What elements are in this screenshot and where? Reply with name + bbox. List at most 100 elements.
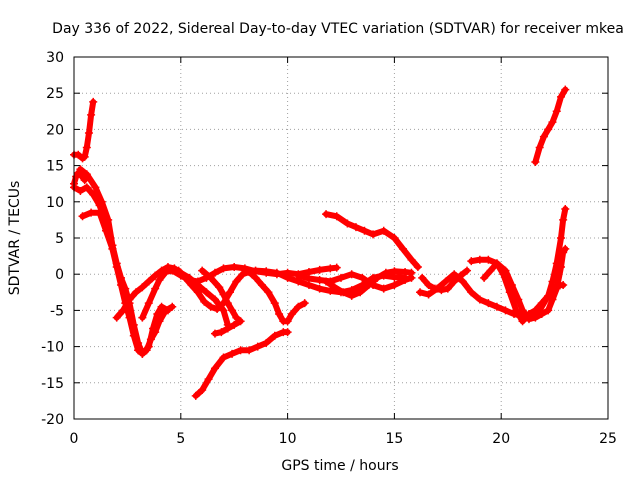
y-tick-label: 30 xyxy=(46,50,64,66)
data-point xyxy=(198,266,207,275)
data-point xyxy=(294,302,303,311)
data-point xyxy=(390,234,399,242)
data-point xyxy=(398,244,407,253)
y-tick-label: 25 xyxy=(46,86,64,102)
data-point xyxy=(283,273,292,282)
data-point xyxy=(112,262,121,271)
data-point xyxy=(475,295,484,304)
data-point xyxy=(138,313,147,322)
data-point xyxy=(270,331,279,340)
data-point xyxy=(552,284,561,293)
data-point xyxy=(492,302,501,311)
data-point xyxy=(322,210,331,219)
data-point xyxy=(251,266,260,275)
series-band xyxy=(71,98,97,162)
data-point xyxy=(112,313,121,322)
data-point xyxy=(204,375,213,384)
data-point xyxy=(484,255,493,264)
data-point xyxy=(369,230,378,239)
x-tick-label: 25 xyxy=(599,431,617,447)
data-point xyxy=(151,284,160,293)
data-point xyxy=(206,273,215,282)
data-point xyxy=(155,275,164,284)
chart-title: Day 336 of 2022, Sidereal Day-to-day VTE… xyxy=(52,21,624,37)
data-point xyxy=(210,295,219,304)
data-point xyxy=(322,277,331,286)
data-point xyxy=(450,277,459,286)
data-point xyxy=(443,284,452,293)
x-tick-label: 5 xyxy=(176,431,185,447)
data-point xyxy=(149,324,158,333)
series-arc18 xyxy=(480,205,570,326)
data-point xyxy=(210,364,219,373)
data-point xyxy=(463,266,472,275)
data-point xyxy=(413,262,422,271)
data-point xyxy=(401,275,410,284)
data-point xyxy=(332,263,341,272)
data-point xyxy=(253,342,262,351)
data-point xyxy=(236,317,245,326)
data-point xyxy=(202,288,211,297)
data-point xyxy=(537,299,546,308)
data-point xyxy=(373,273,382,282)
data-point xyxy=(505,288,514,297)
data-point xyxy=(161,268,170,277)
data-point xyxy=(531,306,540,315)
data-point xyxy=(272,268,281,277)
data-point xyxy=(360,226,369,235)
series-layer xyxy=(70,85,570,400)
data-point xyxy=(552,107,561,116)
data-point xyxy=(210,329,219,338)
data-point xyxy=(332,212,341,221)
data-point xyxy=(287,310,296,319)
data-point xyxy=(219,290,228,299)
data-point xyxy=(486,266,495,275)
data-point xyxy=(82,143,91,152)
data-point xyxy=(531,313,540,322)
data-point xyxy=(223,324,232,333)
data-point xyxy=(330,283,339,292)
data-point xyxy=(450,270,459,279)
data-point xyxy=(168,302,177,311)
data-point xyxy=(561,85,570,94)
data-point xyxy=(514,295,523,304)
data-point xyxy=(87,208,96,217)
data-point xyxy=(512,306,521,315)
data-point xyxy=(379,226,388,235)
series-arc9 xyxy=(191,328,292,400)
series-band xyxy=(323,211,421,270)
series-arc19 xyxy=(531,85,570,166)
data-point xyxy=(407,255,416,264)
data-point xyxy=(518,317,527,326)
data-point xyxy=(82,183,91,192)
data-point xyxy=(228,306,237,315)
data-point xyxy=(138,349,147,358)
data-point xyxy=(245,346,254,355)
x-tick-label: 15 xyxy=(385,431,403,447)
data-point xyxy=(219,306,228,315)
data-point xyxy=(153,310,162,319)
y-tick-label: 20 xyxy=(46,122,64,138)
data-point xyxy=(213,304,222,313)
data-point xyxy=(539,132,548,141)
data-point xyxy=(232,277,241,286)
data-point xyxy=(535,143,544,152)
data-point xyxy=(108,244,117,253)
data-point xyxy=(87,110,96,119)
data-point xyxy=(200,297,209,306)
data-point xyxy=(433,284,442,293)
data-point xyxy=(492,259,501,268)
data-point xyxy=(339,288,348,297)
data-point xyxy=(144,342,153,351)
data-point xyxy=(181,273,190,282)
data-point xyxy=(283,317,292,326)
data-point xyxy=(326,286,335,295)
data-point xyxy=(294,271,303,280)
data-point xyxy=(548,295,557,304)
data-point xyxy=(230,262,239,271)
data-point xyxy=(232,313,241,322)
data-point xyxy=(89,190,98,199)
data-point xyxy=(116,281,125,290)
data-point xyxy=(364,281,373,290)
